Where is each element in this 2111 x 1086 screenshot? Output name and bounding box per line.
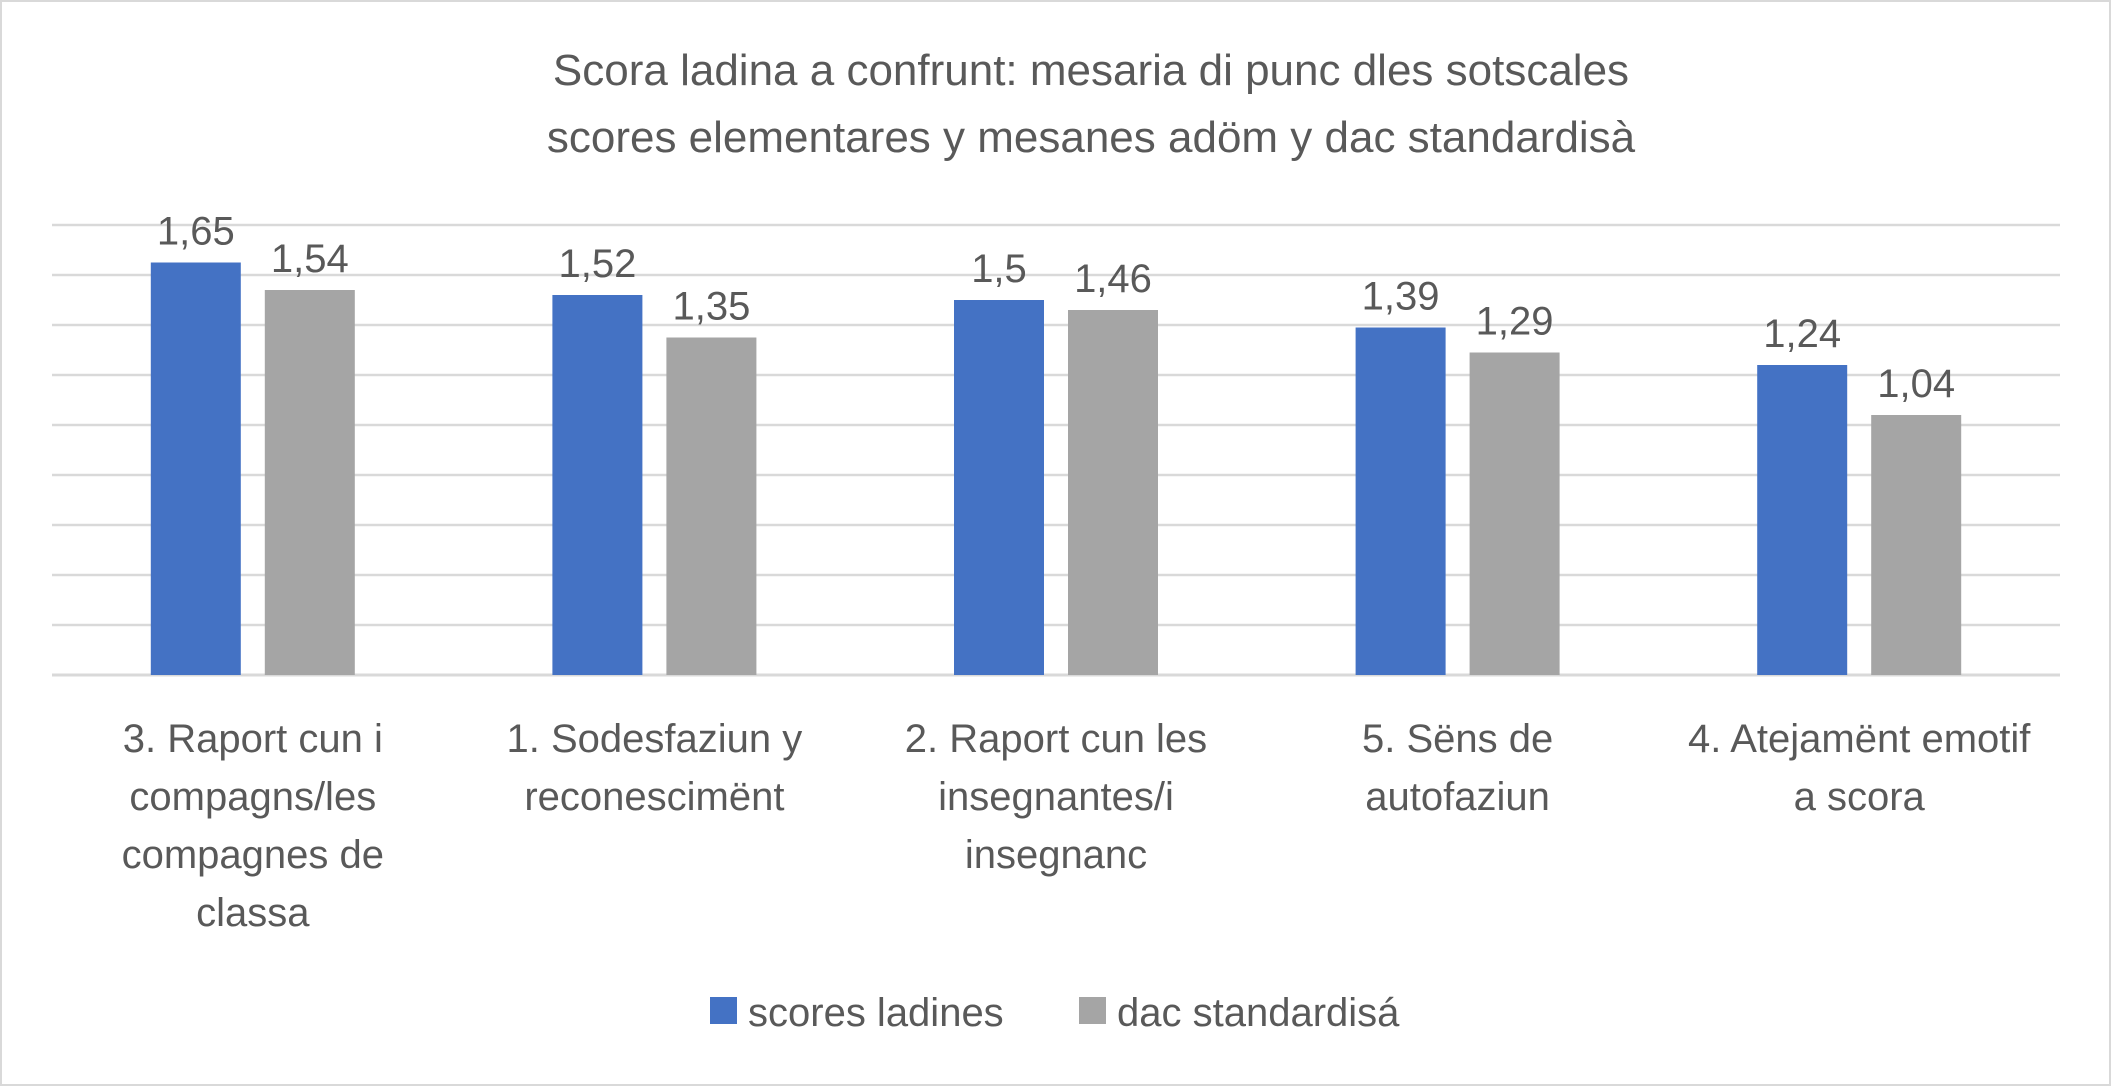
data-labels: 1,65 1,54 1,52 1,35 1,5 1,46 1,39 1,29 1,24 1,04 <box>157 210 1955 407</box>
gridlines <box>52 223 2060 677</box>
bar-dac-standardisa <box>1871 415 1962 675</box>
legend: scores ladines dac standardisá <box>710 991 1400 1035</box>
category-label: insegnanc <box>965 833 1147 877</box>
category-label: 5. Sëns de <box>1362 717 1553 761</box>
bar-dac-standardisa <box>666 337 757 675</box>
data-label: 1,46 <box>1074 257 1152 301</box>
category-label: classa <box>196 891 310 935</box>
bar-dac-standardisa <box>264 290 355 675</box>
category-label: insegnantes/i <box>938 775 1174 819</box>
bar-scores-ladines <box>954 300 1044 675</box>
category-label: a scora <box>1794 775 1926 819</box>
data-label: 1,52 <box>558 242 636 286</box>
category-label: compagnes de <box>122 833 384 877</box>
legend-label: scores ladines <box>748 991 1004 1035</box>
legend-swatch <box>1079 997 1106 1024</box>
category-label: 3. Raport cun i <box>123 717 383 761</box>
bar-scores-ladines <box>552 295 643 675</box>
legend-label: dac standardisá <box>1117 991 1400 1035</box>
chart-title: Scora ladina a confrunt: mesaria di punc… <box>547 46 1636 162</box>
chart-title-line: scores elementares y mesanes adöm y dac … <box>547 113 1636 162</box>
chart-title-line: Scora ladina a confrunt: mesaria di punc… <box>553 46 1629 95</box>
legend-swatch <box>710 997 737 1024</box>
category-label: 2. Raport cun les <box>905 717 1207 761</box>
category-label: autofaziun <box>1365 775 1550 819</box>
data-label: 1,29 <box>1476 300 1554 344</box>
bar-scores-ladines <box>150 262 241 675</box>
data-label: 1,04 <box>1877 362 1955 406</box>
bar-dac-standardisa <box>1068 310 1158 675</box>
category-label: compagns/les <box>129 775 376 819</box>
data-label: 1,5 <box>971 247 1027 291</box>
data-label: 1,39 <box>1362 275 1440 319</box>
category-label: 1. Sodesfaziun y <box>507 717 803 761</box>
data-label: 1,24 <box>1763 312 1841 356</box>
data-label: 1,35 <box>672 285 750 329</box>
category-label: 4. Atejamënt emotif <box>1688 717 2031 761</box>
category-label: reconescimënt <box>524 775 784 819</box>
bar-dac-standardisa <box>1469 352 1560 675</box>
bar-scores-ladines <box>1757 365 1848 675</box>
data-label: 1,54 <box>271 237 349 281</box>
bar-scores-ladines <box>1355 327 1446 675</box>
data-label: 1,65 <box>157 210 235 254</box>
category-axis-labels: 3. Raport cun i compagns/les compagnes de c… <box>122 717 2032 935</box>
bars <box>150 262 1962 675</box>
